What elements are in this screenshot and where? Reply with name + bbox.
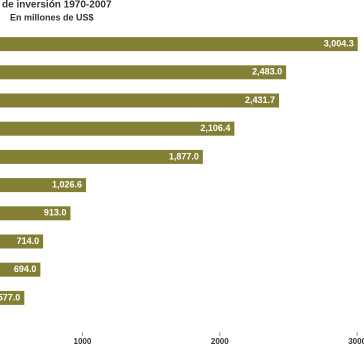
chart-title: de inversión 1970-2007 [2,0,112,11]
data-label: 2,106.4 [200,123,230,133]
bar [0,262,41,277]
bar [0,149,203,164]
data-label: 694.0 [14,264,37,274]
chart-subtitle: En millones de US$ [10,12,94,22]
x-tick-label: 1000 [74,337,92,346]
x-tick-label: 3000 [348,337,364,346]
bar [0,121,235,136]
data-label: 577.0 [0,292,20,302]
bar [0,290,25,305]
bar [0,234,44,249]
data-label: 2,483.0 [252,67,282,77]
bar [0,93,280,108]
x-tick-label: 2000 [211,337,229,346]
bar [0,206,71,221]
bar [0,65,287,80]
data-label: 1,026.6 [52,179,82,189]
bar [0,178,87,193]
data-label: 714.0 [17,236,40,246]
data-label: 3,004.3 [324,38,354,48]
data-label: 2,431.7 [245,95,275,105]
data-label: 913.0 [44,208,67,218]
bar [0,37,358,52]
data-label: 1,877.0 [169,151,199,161]
